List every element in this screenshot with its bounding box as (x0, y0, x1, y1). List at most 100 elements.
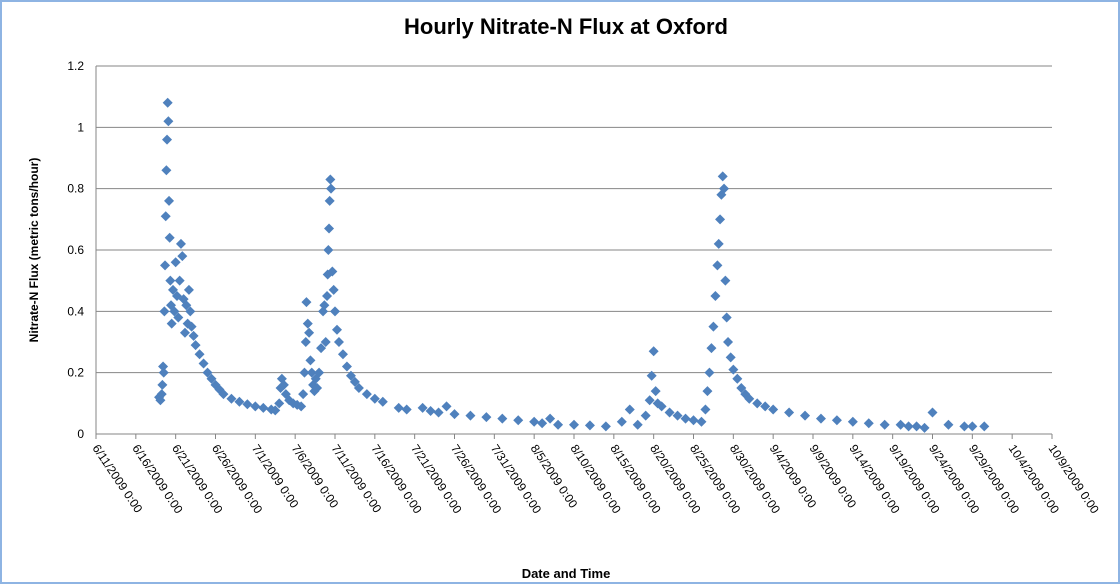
data-point (314, 367, 325, 378)
y-axis-title: Nitrate-N Flux (metric tons/hour) (27, 158, 41, 343)
data-point (672, 410, 683, 421)
data-point (305, 355, 316, 366)
data-point (173, 312, 184, 323)
data-point (186, 321, 197, 332)
data-point (162, 134, 173, 145)
data-point (449, 409, 460, 420)
y-tick-label: 0.6 (67, 243, 84, 257)
data-point (903, 421, 914, 432)
data-point (725, 352, 736, 363)
data-point (168, 284, 179, 295)
data-point (760, 401, 771, 412)
data-point (708, 321, 719, 332)
data-point (433, 407, 444, 418)
data-point (680, 413, 691, 424)
data-point (800, 410, 811, 421)
data-point (648, 346, 659, 357)
data-point (162, 97, 173, 108)
data-point (185, 306, 196, 317)
data-point (296, 401, 307, 412)
data-point (529, 416, 540, 427)
data-point (553, 419, 564, 430)
data-point (333, 337, 344, 347)
data-point (646, 370, 657, 381)
data-point (328, 284, 339, 295)
data-point (632, 419, 643, 430)
data-point (700, 404, 711, 415)
data-point (784, 407, 795, 418)
data-point (306, 367, 317, 378)
data-point (349, 376, 360, 387)
data-point (161, 165, 172, 176)
data-point (274, 398, 285, 409)
data-point (732, 373, 743, 384)
data-point (300, 337, 311, 347)
data-point (327, 266, 338, 277)
data-point (158, 367, 169, 378)
data-point (616, 416, 627, 427)
data-point (345, 370, 356, 381)
data-point (545, 413, 556, 424)
data-point (183, 284, 194, 295)
data-point (943, 419, 954, 430)
data-point (320, 337, 331, 347)
data-point (401, 404, 412, 415)
data-point (879, 419, 890, 430)
data-point (174, 275, 185, 286)
data-point (337, 349, 348, 360)
data-point (160, 211, 171, 222)
data-point (159, 306, 170, 317)
data-point (644, 395, 655, 406)
data-point (720, 275, 731, 286)
data-point (324, 223, 335, 234)
chart-title: Hourly Nitrate-N Flux at Oxford (404, 14, 728, 39)
data-point (815, 413, 826, 424)
data-point (768, 404, 779, 415)
data-point (198, 358, 209, 369)
data-point (160, 260, 171, 271)
data-point (417, 402, 428, 413)
data-point (465, 410, 476, 421)
data-point (304, 327, 315, 338)
data-point (322, 291, 333, 301)
y-tick-label: 0 (77, 427, 84, 441)
data-point (258, 402, 269, 413)
data-point (927, 407, 938, 418)
data-point (190, 340, 201, 351)
data-point (270, 405, 281, 416)
data-point (361, 389, 372, 400)
data-point (202, 367, 213, 378)
data-point (719, 183, 730, 194)
data-point (728, 364, 739, 375)
y-tick-label: 0.8 (67, 182, 84, 196)
data-point (298, 389, 309, 400)
data-point (179, 327, 190, 338)
data-point (911, 421, 922, 432)
data-point (497, 413, 508, 424)
data-point (713, 238, 724, 249)
data-point (353, 383, 364, 393)
data-point (702, 386, 713, 397)
data-point (165, 275, 176, 286)
y-tick-label: 1.2 (67, 59, 84, 73)
y-tick-label: 1 (77, 120, 84, 134)
data-point (164, 232, 175, 243)
data-point (569, 419, 579, 430)
data-point (158, 361, 169, 372)
data-point (744, 393, 755, 404)
data-point (188, 330, 199, 341)
data-point (170, 257, 181, 268)
data-point (218, 389, 229, 400)
data-point (341, 361, 352, 372)
data-point (156, 389, 167, 400)
data-point (831, 415, 842, 426)
y-tick-label: 0.4 (67, 304, 84, 318)
x-axis-title: Date and Time (522, 566, 611, 581)
data-point (919, 422, 930, 433)
data-point (157, 379, 168, 390)
data-point (250, 401, 261, 412)
data-point (175, 238, 186, 249)
data-point (166, 318, 177, 329)
data-point (513, 415, 524, 426)
data-point (234, 396, 245, 407)
